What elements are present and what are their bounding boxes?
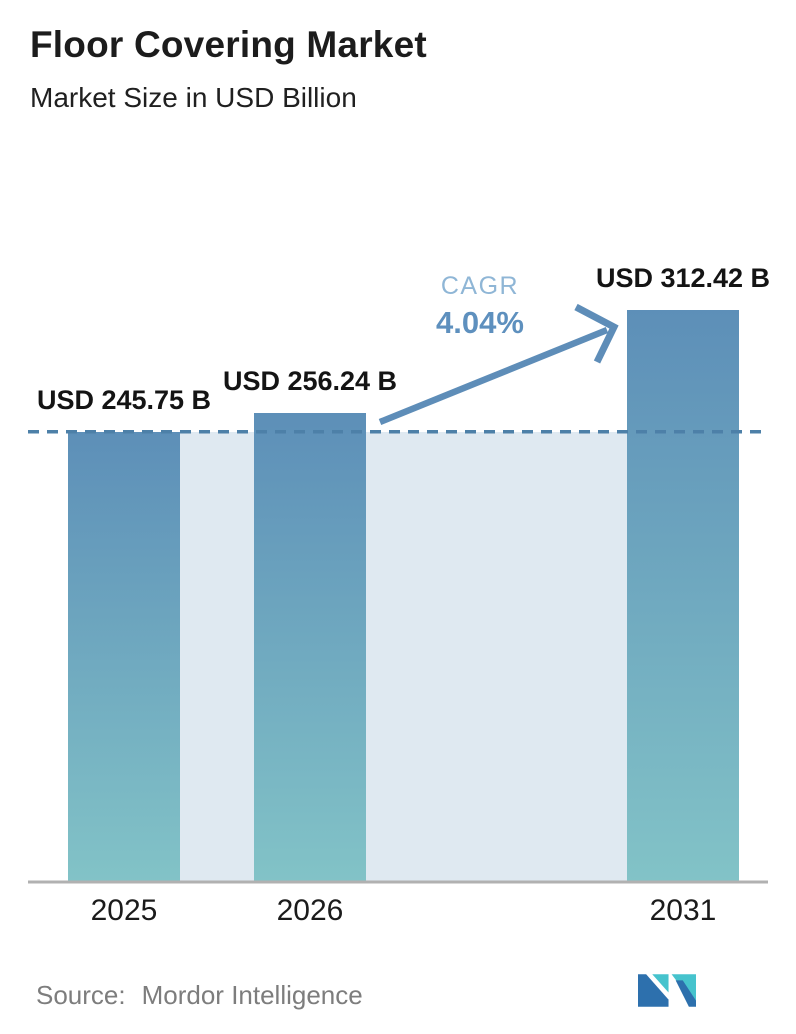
bar-value-label: USD 312.42 B — [595, 262, 771, 293]
bar-value-label: USD 245.75 B — [36, 384, 212, 415]
source-line: Source: Mordor Intelligence — [36, 980, 363, 1011]
mordor-intelligence-logo — [638, 974, 696, 1007]
cagr-label: CAGR — [440, 272, 520, 300]
x-axis-label: 2025 — [90, 894, 158, 927]
source-label: Source: — [36, 980, 126, 1010]
x-axis-label: 2026 — [276, 894, 344, 927]
bar-value-label: USD 256.24 B — [222, 365, 398, 396]
cagr-annotation: CAGR 4.04% — [436, 272, 524, 341]
bar-2026 — [254, 412, 366, 882]
chart-subtitle: Market Size in USD Billion — [30, 82, 357, 113]
source-value: Mordor Intelligence — [141, 980, 363, 1010]
chart-title: Floor Covering Market — [30, 24, 427, 65]
cagr-value: 4.04% — [436, 305, 524, 340]
x-axis-label: 2031 — [649, 894, 717, 927]
bar-2025 — [68, 431, 180, 882]
bar-2031 — [627, 309, 739, 882]
